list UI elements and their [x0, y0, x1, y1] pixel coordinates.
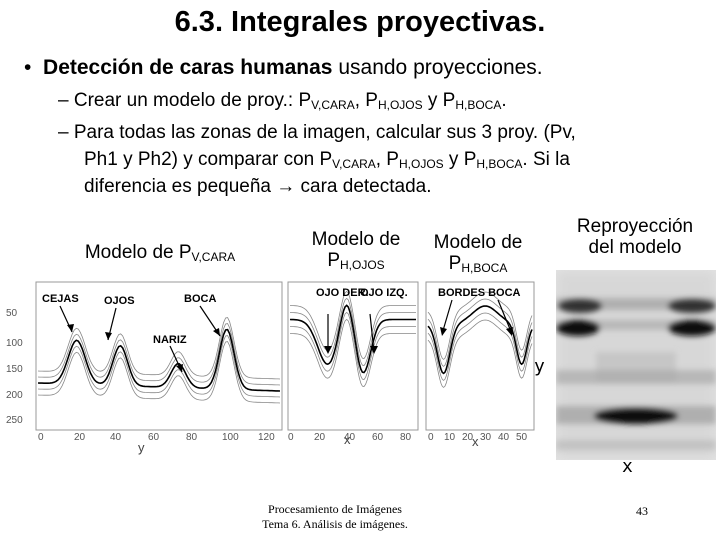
xtick-40: 40 [110, 432, 122, 443]
ann-ojo-der-1: OJO DER. [316, 287, 369, 299]
pv-curves-line-0 [37, 317, 281, 380]
plot-ojos-curves [289, 290, 416, 387]
xtick-60: 60 [148, 432, 160, 443]
boca-xtick-0: 0 [428, 432, 434, 443]
ojos-curves-line-3 [289, 311, 416, 380]
bullet-dot: • [24, 56, 44, 79]
ytick-100: 100 [6, 338, 23, 349]
main-bullet: • Detección de caras humanas usando proy… [24, 56, 543, 80]
xlabel-y: y [138, 440, 145, 455]
ann-cejas: CEJAS [42, 293, 79, 305]
pv-curves-line-2 [37, 328, 281, 392]
pv-curves-line-4 [37, 341, 281, 404]
xtick-80: 80 [186, 432, 198, 443]
ojos-curves-line-0 [289, 290, 416, 359]
ojos-curves-line-2 [289, 304, 416, 374]
ojos-xtick-80: 80 [400, 432, 412, 443]
reproj-ylabel: y [534, 356, 545, 377]
pv-curves-line-1 [37, 323, 281, 386]
slide-title: 6.3. Integrales proyectivas. [174, 6, 546, 38]
boca-xtick-10: 10 [444, 432, 456, 443]
ojos-xlabel: x [344, 432, 351, 447]
pv-curves-line-3 [37, 335, 281, 398]
boca-curves-line-4 [427, 319, 533, 388]
ann-bordes-boca: BORDES BOCA [438, 287, 521, 299]
ytick-200: 200 [6, 390, 23, 401]
label-ph-ojos: Modelo de PH,OJOS [311, 229, 401, 272]
sub-bullet-2: – Para todas las zonas de la imagen, cal… [58, 122, 576, 143]
label-pv: Modelo de PV,CARA [84, 242, 236, 264]
arrow-ojo-izq [369, 313, 375, 353]
sub-bullet-2-cont: Ph1 y Ph2) y comparar con PV,CARA, PH,OJ… [84, 149, 570, 171]
ann-ojo-izq-1: OJO IZQ. [360, 287, 408, 299]
plot-pv-frame [35, 281, 283, 431]
xtick-100: 100 [222, 432, 239, 443]
ann-ojos: OJOS [104, 295, 135, 307]
bullet-bold: Detección de caras humanas [43, 56, 333, 79]
ann-nariz: NARIZ [153, 334, 187, 346]
boca-xtick-50: 50 [516, 432, 528, 443]
boca-curves-line-2 [427, 305, 533, 375]
reprojection-image [556, 270, 716, 460]
footer-line-2: Tema 6. Análisis de imágenes. [262, 517, 408, 531]
page-number: 43 [636, 504, 648, 518]
xtick-120: 120 [258, 432, 275, 443]
boca-curves-line-0 [427, 291, 533, 360]
ojos-curves-line-1 [289, 297, 416, 366]
xtick-0: 0 [38, 432, 44, 443]
plot-pv-curves [37, 317, 281, 404]
ojos-xtick-60: 60 [372, 432, 384, 443]
label-reproj: Reproyección del modelo [576, 216, 694, 258]
label-ph-boca: Modelo de PH,BOCA [433, 232, 523, 275]
plot-boca-frame [425, 281, 535, 431]
plot-ojos: OJO DER. OJO IZQ. 0 20 40 60 80 x [287, 281, 419, 447]
ojos-curves-line-4 [289, 318, 416, 387]
ytick-250: 250 [6, 415, 23, 426]
footer-line-1: Procesamiento de Imágenes [268, 502, 402, 516]
ytick-150: 150 [6, 364, 23, 375]
boca-xtick-40: 40 [498, 432, 510, 443]
plot-boca-curves [427, 291, 533, 388]
plot-boca: BORDES BOCA 0 10 20 30 40 50 x [425, 281, 535, 449]
plot-pv: CEJAS OJOS BOCA NARIZ 50 100 150 200 250… [6, 281, 283, 455]
boca-xlabel: x [472, 434, 479, 449]
ojos-xtick-0: 0 [288, 432, 294, 443]
ytick-50: 50 [6, 308, 18, 319]
sub-bullet-2-cont2: diferencia es pequeña → cara detectada. [84, 176, 432, 197]
footer-text: Procesamiento de Imágenes Tema 6. Anális… [220, 502, 450, 532]
ann-boca: BOCA [184, 293, 216, 305]
boca-xtick-20: 20 [462, 432, 474, 443]
reproj-xlabel: x [622, 456, 633, 477]
ojos-xtick-40: 40 [344, 432, 356, 443]
boca-curves-line-1 [427, 298, 533, 367]
bullet-rest: usando proyecciones. [332, 56, 543, 79]
plot-ojos-frame [287, 281, 419, 431]
boca-xtick-30: 30 [480, 432, 492, 443]
boca-curves-line-3 [427, 312, 533, 381]
sub-bullet-1: – Crear un modelo de proy.: PV,CARA, PH,… [58, 90, 507, 112]
xtick-20: 20 [74, 432, 86, 443]
ojos-xtick-20: 20 [314, 432, 326, 443]
